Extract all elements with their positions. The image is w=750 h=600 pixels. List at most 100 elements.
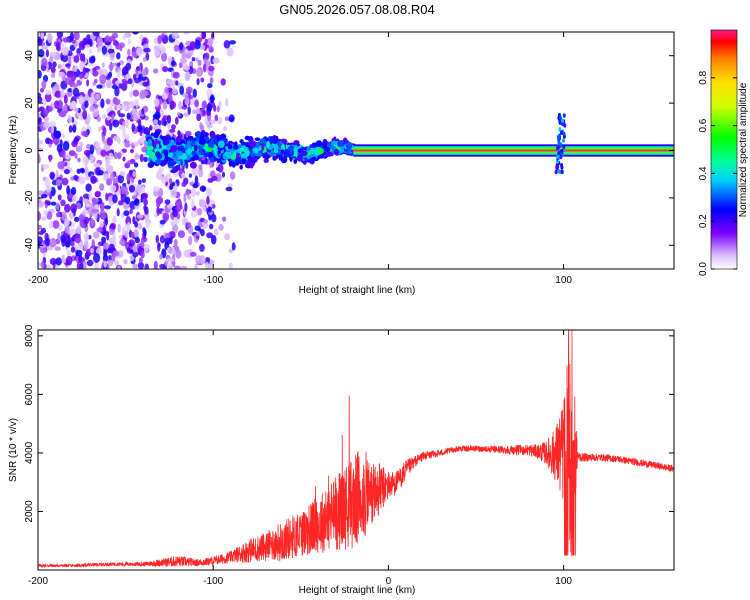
noise-speck	[41, 80, 47, 90]
noise-speck	[172, 209, 178, 218]
noise-speck	[211, 176, 218, 181]
noise-speck	[167, 204, 173, 209]
noise-speck	[65, 241, 71, 248]
noise-speck	[153, 260, 158, 269]
turbulent-speck	[239, 139, 244, 144]
noise-speck	[50, 73, 56, 78]
noise-speck	[90, 248, 94, 254]
noise-speck	[134, 99, 139, 105]
noise-speck	[61, 148, 66, 159]
noise-speck	[177, 230, 185, 239]
noise-speck	[60, 42, 65, 53]
noise-speck	[139, 136, 145, 144]
noise-speck	[73, 216, 80, 222]
noise-speck	[143, 198, 148, 206]
noise-speck	[105, 158, 111, 167]
noise-speck	[38, 230, 44, 236]
noise-speck	[207, 83, 213, 89]
noise-speck	[117, 265, 121, 269]
noise-speck	[65, 255, 73, 266]
noise-speck	[38, 116, 42, 126]
noise-speck	[134, 154, 142, 159]
noise-speck	[137, 119, 142, 127]
noise-speck	[170, 221, 175, 227]
noise-speck	[63, 168, 70, 175]
noise-speck	[91, 208, 99, 214]
noise-speck	[47, 33, 53, 44]
noise-speck	[202, 63, 207, 73]
noise-speck	[164, 199, 171, 205]
noise-speck	[131, 51, 138, 58]
turbulent-speck	[162, 137, 167, 146]
noise-speck	[156, 45, 160, 55]
turbulent-speck	[155, 159, 162, 165]
noise-speck	[101, 62, 105, 68]
turbulent-speck	[259, 138, 266, 145]
noise-speck	[132, 114, 139, 122]
noise-speck	[82, 198, 90, 204]
noise-speck	[85, 202, 91, 208]
noise-speck	[71, 39, 76, 44]
turbulent-speck	[167, 161, 175, 167]
noise-speck	[187, 106, 191, 116]
spike-speck	[560, 149, 564, 154]
noise-speck	[172, 223, 179, 234]
noise-speck	[70, 203, 77, 213]
noise-speck	[179, 205, 183, 210]
noise-speck	[106, 79, 112, 89]
noise-speck	[208, 46, 214, 53]
noise-speck	[223, 40, 231, 49]
noise-speck	[44, 92, 52, 103]
noise-speck	[153, 68, 159, 74]
noise-speck	[108, 63, 114, 71]
noise-speck	[89, 105, 95, 112]
noise-speck	[96, 116, 102, 123]
y-tick-label: 40	[24, 50, 35, 62]
noise-speck	[180, 265, 188, 269]
noise-speck	[117, 223, 121, 233]
x-tick-label: 100	[555, 275, 572, 286]
noise-speck	[94, 93, 101, 100]
noise-speck	[90, 218, 94, 226]
noise-speck	[159, 263, 166, 269]
noise-speck	[198, 164, 203, 171]
noise-speck	[78, 214, 86, 223]
noise-speck	[134, 204, 140, 210]
noise-speck	[69, 32, 75, 41]
noise-speck	[109, 172, 115, 181]
noise-speck	[48, 139, 54, 145]
snr-frame	[37, 329, 675, 571]
noise-speck	[55, 202, 60, 211]
snr-marks	[38, 330, 674, 569]
noise-speck	[42, 98, 47, 107]
noise-speck	[190, 198, 195, 209]
noise-speck	[210, 94, 215, 104]
noise-speck	[116, 52, 121, 60]
noise-speck	[76, 224, 81, 235]
noise-speck	[87, 96, 92, 103]
x-tick-label: -200	[28, 576, 48, 587]
noise-speck	[128, 185, 136, 193]
noise-speck	[123, 80, 129, 85]
noise-speck	[49, 51, 57, 57]
noise-speck	[42, 108, 49, 117]
spike-speck	[555, 165, 559, 170]
noise-speck	[218, 100, 222, 108]
noise-speck	[202, 110, 206, 116]
noise-speck	[143, 244, 149, 253]
noise-speck	[112, 119, 120, 128]
noise-speck	[127, 221, 131, 231]
spike-speck	[562, 138, 565, 143]
noise-speck	[94, 78, 98, 84]
noise-speck	[114, 105, 118, 111]
noise-speck	[76, 262, 81, 269]
noise-speck	[56, 32, 64, 39]
turbulent-speck	[155, 151, 161, 158]
noise-speck	[68, 150, 76, 157]
turbulent-speck	[193, 137, 197, 142]
noise-speck	[222, 216, 227, 222]
turbulent-speck	[272, 155, 277, 161]
turbulent-speck	[329, 145, 336, 150]
noise-speck	[167, 93, 173, 103]
